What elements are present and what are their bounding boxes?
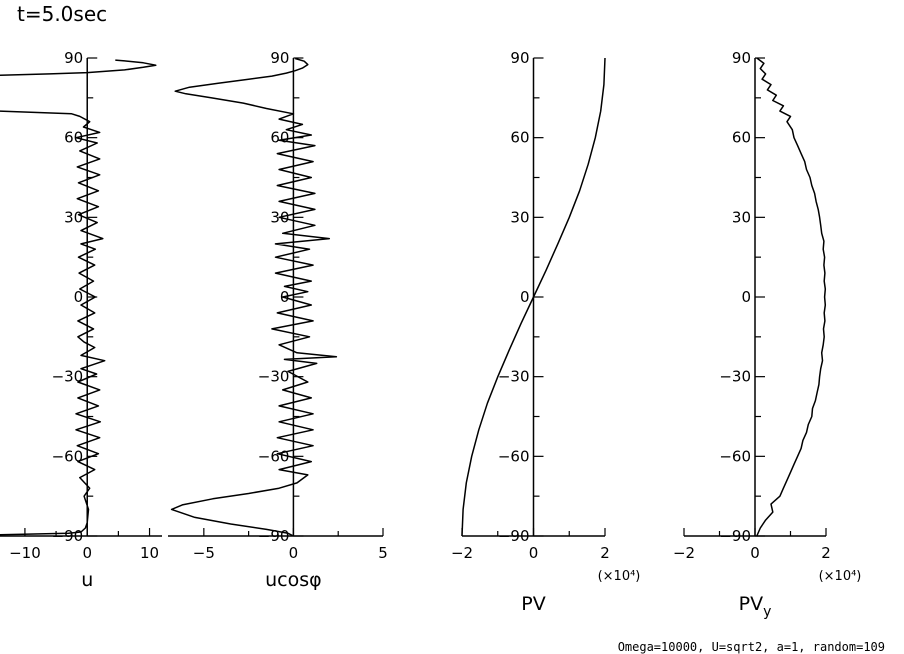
y-tick-label: −90 (258, 527, 290, 545)
y-tick-label: −30 (258, 368, 290, 386)
x-tick-label: −10 (9, 544, 41, 562)
y-tick-label: 90 (510, 49, 529, 67)
y-tick-label: 30 (732, 208, 751, 226)
y-tick-label: 60 (732, 129, 751, 147)
x-tick-label: 2 (821, 544, 831, 562)
y-tick-label: 30 (510, 208, 529, 226)
x-axis-multiplier: (×10⁴) (598, 569, 641, 584)
x-tick-label: 0 (750, 544, 760, 562)
y-tick-label: −90 (719, 527, 751, 545)
series-line (756, 57, 827, 537)
y-tick-label: −30 (719, 368, 751, 386)
series-line (0, 110, 106, 536)
y-tick-label: −30 (52, 368, 84, 386)
x-axis-label-subscript: y (763, 604, 771, 620)
x-tick-label: −2 (673, 544, 695, 562)
y-tick-label: 90 (270, 49, 289, 67)
x-tick-label: 2 (600, 544, 610, 562)
series-line (461, 57, 606, 537)
y-tick-label: −30 (498, 368, 530, 386)
y-tick-label: 0 (520, 288, 530, 306)
x-tick-label: 5 (378, 544, 388, 562)
y-tick-label: 0 (741, 288, 751, 306)
x-axis-label-main: PV (739, 593, 763, 615)
x-tick-label: 10 (140, 544, 159, 562)
y-tick-label: 60 (510, 129, 529, 147)
y-tick-label: −90 (498, 527, 530, 545)
y-tick-label: 60 (270, 129, 289, 147)
x-axis-label: PV (521, 593, 545, 615)
x-tick-label: −5 (193, 544, 215, 562)
y-tick-label: −60 (258, 447, 290, 465)
x-tick-label: 0 (82, 544, 92, 562)
y-tick-label: 90 (732, 49, 751, 67)
x-tick-label: 0 (529, 544, 539, 562)
y-tick-label: −60 (498, 447, 530, 465)
x-tick-label: 0 (289, 544, 299, 562)
panel-pv: −2 0 2 −90 −60 −30 0 30 60 90 PV (×10⁴) (451, 49, 640, 615)
parameter-footer: Omega=10000, U=sqrt2, a=1, random=109 (618, 640, 885, 654)
panel-pvy: −2 0 2 −90 −60 −30 0 30 60 90 PVy (×10⁴) (673, 49, 861, 620)
y-tick-label: −60 (52, 447, 84, 465)
x-tick-label: −2 (451, 544, 473, 562)
figure-title: t=5.0sec (17, 2, 107, 26)
x-axis-label: ucosφ (265, 569, 322, 591)
y-tick-label: 60 (64, 129, 83, 147)
y-tick-label: 0 (74, 288, 84, 306)
series-line (0, 59, 157, 77)
y-tick-label: −60 (719, 447, 751, 465)
y-tick-label: 90 (64, 49, 83, 67)
x-axis-label: u (81, 569, 93, 591)
y-tick-label: 30 (64, 208, 83, 226)
panel-u: −10 0 10 −90 −60 −30 0 30 60 90 u (0, 49, 162, 591)
x-axis-label: PVy (739, 593, 772, 620)
series-line (170, 57, 338, 537)
y-tick-label: −90 (52, 527, 84, 545)
x-axis-multiplier: (×10⁴) (819, 569, 862, 584)
